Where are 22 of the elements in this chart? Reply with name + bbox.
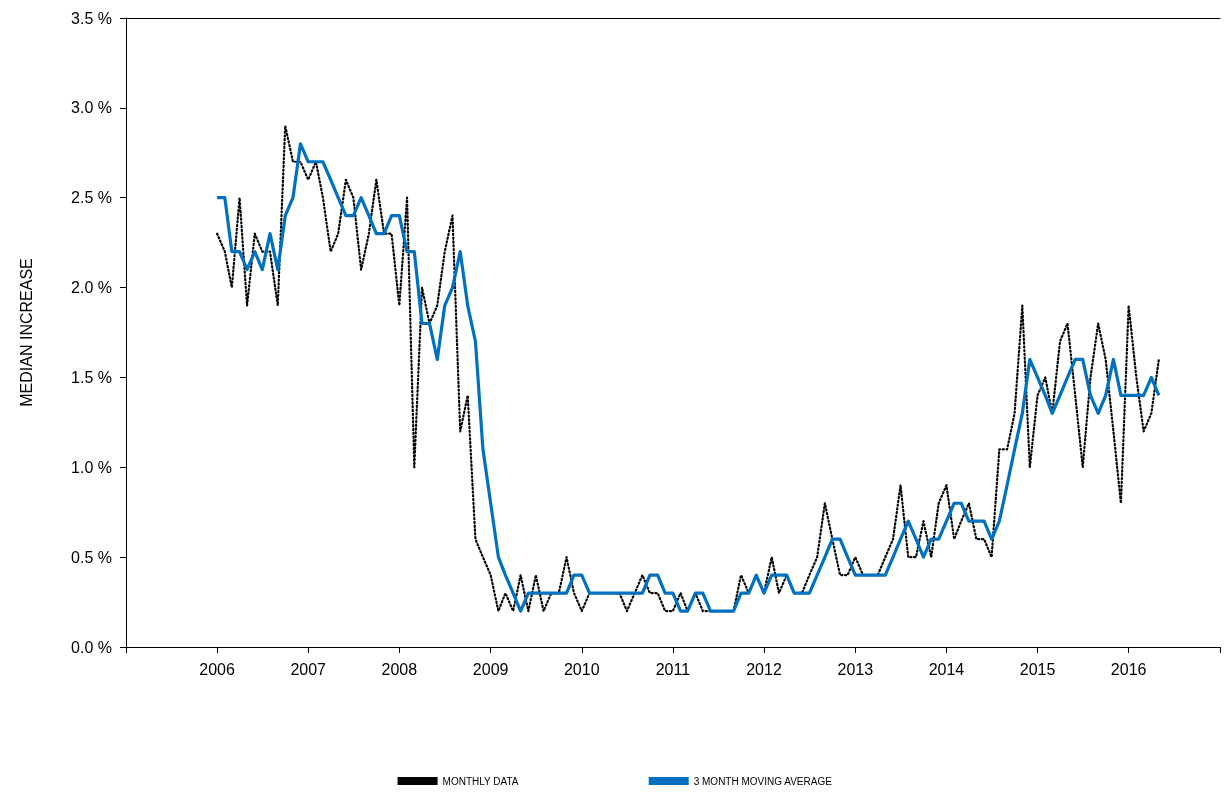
y-tick-label: 1.0 % [71, 458, 112, 476]
x-tick-label: 2010 [563, 660, 600, 678]
y-tick-label: 2.0 % [71, 279, 112, 297]
x-tick-label: 2015 [1019, 660, 1056, 678]
legend-label: MONTHLY DATA [442, 775, 519, 787]
x-tick-label: 2011 [655, 660, 691, 678]
x-tick-label: 2007 [290, 660, 327, 678]
y-tick-label: 3.5 % [71, 9, 112, 27]
y-tick-label: 0.0 % [71, 638, 112, 656]
x-tick-label: 2012 [746, 660, 782, 678]
x-tick-label: 2006 [199, 660, 235, 678]
y-axis-title: MEDIAN INCREASE [17, 258, 35, 407]
y-tick-label: 2.5 % [71, 189, 112, 207]
y-tick-label: 1.5 % [71, 368, 112, 386]
x-tick-label: 2008 [381, 660, 418, 678]
legend-label: 3 MONTH MOVING AVERAGE [693, 775, 833, 787]
x-tick-label: 2016 [1110, 660, 1147, 678]
y-tick-label: 0.5 % [71, 548, 112, 566]
x-tick-label: 2013 [837, 660, 874, 678]
x-tick-label: 2009 [472, 660, 509, 678]
y-tick-label: 3.0 % [71, 99, 112, 117]
x-tick-label: 2014 [928, 660, 965, 678]
